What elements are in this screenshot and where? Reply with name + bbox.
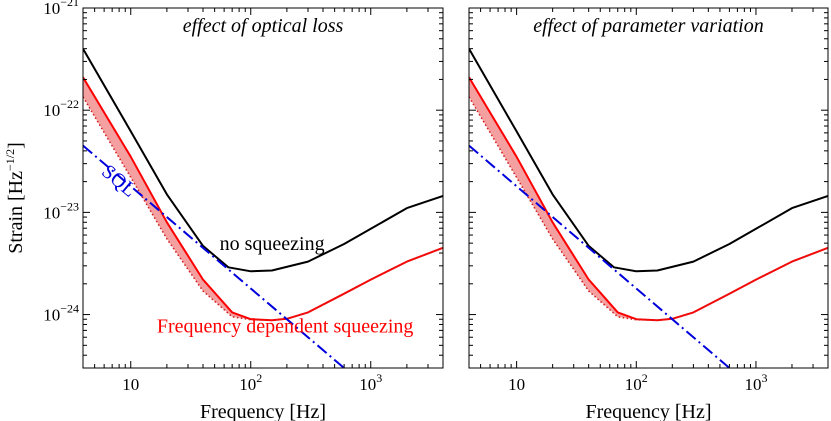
y-tick-label: 10−22 bbox=[43, 97, 79, 120]
y-tick-label: 10−23 bbox=[43, 199, 79, 222]
plot-frame bbox=[468, 7, 829, 369]
x-tick-label: 103 bbox=[744, 371, 767, 394]
series-sql-line bbox=[469, 144, 731, 368]
series-lossless-squeezing-line bbox=[469, 96, 828, 321]
plot-area bbox=[469, 48, 828, 368]
panel-optical-loss: 10 102 103 10−24 10−23 10−22 10−21 effect of op… bbox=[43, 0, 444, 421]
loss-band bbox=[83, 77, 443, 321]
series-lossless-squeezing-line bbox=[83, 96, 443, 321]
series-no-squeezing-line bbox=[83, 48, 443, 273]
x-tick-label: 10 bbox=[122, 375, 139, 394]
loss-band bbox=[469, 77, 828, 321]
series-no-squeezing-line bbox=[469, 48, 828, 273]
panel-title: effect of parameter variation bbox=[533, 15, 764, 37]
panel-parameter-variation: 10 102 103 effect of parameter variation Fre… bbox=[468, 7, 829, 421]
x-tick-label: 102 bbox=[625, 371, 648, 394]
y-axis-label: Strain [Hz−1/2] bbox=[3, 142, 27, 254]
plot-area bbox=[83, 48, 443, 368]
y-tick-label: 10−24 bbox=[43, 302, 79, 325]
x-tick-label: 103 bbox=[359, 371, 382, 394]
x-tick-label: 10 bbox=[508, 375, 525, 394]
panel-title: effect of optical loss bbox=[183, 15, 344, 37]
annotation-frequency-dependent-squeezing: Frequency dependent squeezing bbox=[157, 315, 414, 337]
y-tick-label: 10−21 bbox=[43, 0, 79, 18]
plot-frame bbox=[82, 7, 444, 369]
x-axis-label: Frequency [Hz] bbox=[585, 401, 711, 421]
annotation-no-squeezing: no squeezing bbox=[220, 233, 325, 255]
x-axis-label: Frequency [Hz] bbox=[200, 401, 326, 421]
series-frequency-dependent-squeezing-line bbox=[469, 76, 828, 322]
x-tick-label: 102 bbox=[239, 371, 262, 394]
series-sql-line bbox=[83, 144, 345, 368]
series-frequency-dependent-squeezing-line bbox=[83, 76, 443, 322]
